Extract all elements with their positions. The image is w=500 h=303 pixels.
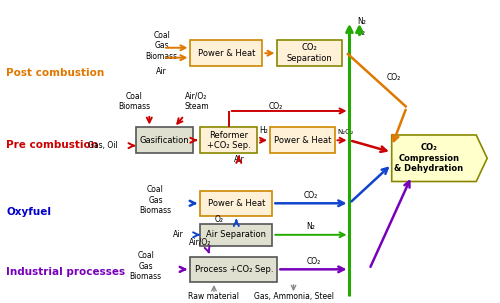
Text: Air/O₂: Air/O₂ bbox=[189, 237, 212, 246]
Text: Power & Heat: Power & Heat bbox=[274, 136, 331, 145]
Text: Air/O₂
Steam: Air/O₂ Steam bbox=[184, 92, 209, 111]
Polygon shape bbox=[392, 135, 487, 181]
Text: Industrial processes: Industrial processes bbox=[6, 267, 126, 277]
FancyBboxPatch shape bbox=[200, 224, 272, 246]
FancyBboxPatch shape bbox=[270, 128, 334, 153]
Text: N₂
O₂: N₂ O₂ bbox=[357, 17, 366, 37]
Text: CO₂: CO₂ bbox=[386, 73, 401, 82]
Text: CO₂: CO₂ bbox=[268, 102, 283, 111]
Text: CO₂: CO₂ bbox=[306, 257, 320, 266]
Text: Gas, Ammonia, Steel: Gas, Ammonia, Steel bbox=[254, 291, 334, 301]
FancyBboxPatch shape bbox=[200, 191, 272, 216]
Text: Process +CO₂ Sep.: Process +CO₂ Sep. bbox=[194, 265, 273, 274]
Text: Coal
Biomass: Coal Biomass bbox=[118, 92, 150, 111]
Text: CO₂: CO₂ bbox=[304, 191, 318, 200]
Text: O₂: O₂ bbox=[215, 215, 224, 224]
Text: Coal
Gas
Biomass: Coal Gas Biomass bbox=[140, 185, 172, 215]
Text: CO₂
Separation: CO₂ Separation bbox=[287, 43, 333, 63]
FancyBboxPatch shape bbox=[278, 40, 342, 66]
Text: Coal
Gas
Biomass: Coal Gas Biomass bbox=[130, 251, 162, 281]
Text: Air: Air bbox=[172, 230, 184, 239]
Text: N₂: N₂ bbox=[306, 222, 316, 231]
Text: Gasification: Gasification bbox=[140, 136, 189, 145]
Text: Raw material: Raw material bbox=[188, 291, 240, 301]
Text: Power & Heat: Power & Heat bbox=[208, 199, 265, 208]
Text: Coal
Gas
Biomass: Coal Gas Biomass bbox=[146, 31, 178, 61]
Text: H₂: H₂ bbox=[259, 126, 268, 135]
Text: Pre combustion: Pre combustion bbox=[6, 141, 98, 151]
Text: Power & Heat: Power & Heat bbox=[198, 49, 255, 58]
Text: Gas, Oil: Gas, Oil bbox=[88, 141, 118, 150]
FancyBboxPatch shape bbox=[190, 40, 262, 66]
Text: Post combustion: Post combustion bbox=[6, 68, 104, 78]
Text: Reformer
+CO₂ Sep.: Reformer +CO₂ Sep. bbox=[207, 131, 250, 150]
Text: Air: Air bbox=[234, 155, 244, 164]
FancyBboxPatch shape bbox=[136, 128, 193, 153]
FancyBboxPatch shape bbox=[190, 257, 278, 282]
Text: CO₂
Compression
& Dehydration: CO₂ Compression & Dehydration bbox=[394, 143, 464, 173]
FancyBboxPatch shape bbox=[200, 128, 258, 153]
Text: N₂O₂: N₂O₂ bbox=[337, 129, 353, 135]
Text: Oxyfuel: Oxyfuel bbox=[6, 207, 52, 217]
Text: Air: Air bbox=[156, 67, 167, 76]
Text: Air Separation: Air Separation bbox=[206, 230, 266, 239]
